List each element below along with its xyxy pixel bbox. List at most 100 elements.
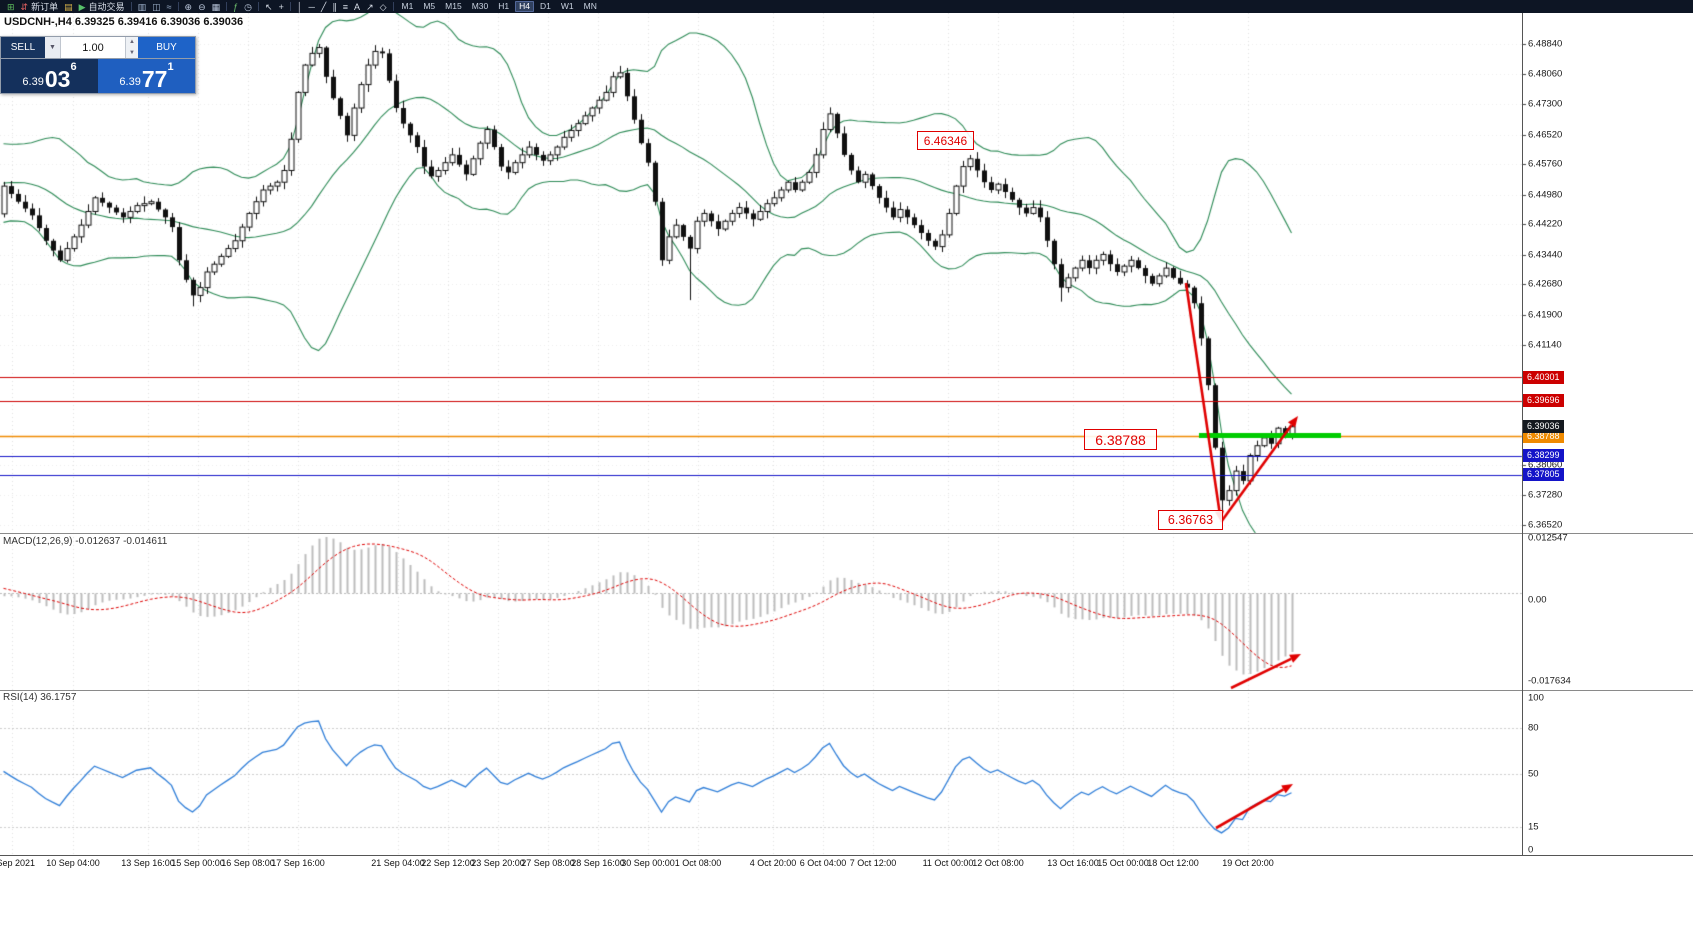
time-axis-label: 1 Oct 08:00	[674, 858, 722, 868]
macd-pane-separator[interactable]	[0, 533, 1693, 534]
price-tick-label: 6.47300	[1528, 98, 1563, 110]
line-chart-icon[interactable]: ≈	[164, 1, 175, 13]
timeframe-m30[interactable]: M30	[471, 1, 489, 11]
zoom-in-icon: ⊕	[184, 1, 193, 12]
arrows-icon[interactable]: ↗	[363, 1, 377, 13]
time-axis-label: 16 Sep 08:00	[221, 858, 275, 868]
timeframe-m5[interactable]: M5	[423, 1, 436, 11]
rsi-axis-label: 15	[1528, 821, 1539, 833]
price-tag: 6.37805	[1523, 468, 1564, 482]
time-axis-label: 17 Sep 16:00	[271, 858, 325, 868]
new-order-button-label: 新订单	[31, 1, 59, 12]
rsi-pane-label: RSI(14) 36.1757	[3, 692, 77, 703]
current-price-tag: 6.39036	[1523, 420, 1564, 434]
volume-field-wrap	[61, 37, 125, 58]
price-tick-label: 6.42680	[1528, 278, 1563, 290]
timeframe-w1[interactable]: W1	[560, 1, 574, 11]
candle-chart-icon[interactable]: ◫	[149, 1, 164, 13]
indicators-icon[interactable]: ƒ	[230, 1, 241, 13]
vertical-line-icon[interactable]: │	[294, 1, 306, 13]
time-axis-label: 23 Sep 20:00	[471, 858, 525, 868]
autotrading-button-label: 自动交易	[88, 1, 125, 12]
rsi-axis-label: 80	[1528, 722, 1539, 734]
tile-windows-icon: ▦	[211, 1, 221, 12]
sell-price[interactable]: 6.39 03 6	[1, 59, 98, 93]
autotrading-button[interactable]: ▶ 自动交易	[76, 1, 128, 13]
cursor-icon[interactable]: ↖	[262, 1, 276, 13]
zoom-out-icon[interactable]: ⊖	[195, 1, 209, 13]
time-axis-label: 15 Sep 00:00	[171, 858, 225, 868]
text-icon[interactable]: A	[351, 1, 363, 13]
price-tag: 6.38299	[1523, 449, 1564, 463]
text-icon: A	[354, 1, 361, 12]
price-axis-border	[1522, 13, 1523, 855]
trade-prices-row: 6.39 03 6 6.39 77 1	[1, 59, 195, 93]
timeframe-m15[interactable]: M15	[445, 1, 462, 11]
sell-price-point: 6	[70, 61, 77, 73]
one-click-trade-widget: SELL ▼ ▲ ▼ BUY 6.39 03 6 6.39 77 1	[0, 36, 196, 94]
charts-layout-icon: ▤	[64, 1, 73, 12]
time-axis-label: 13 Oct 16:00	[1047, 858, 1099, 868]
channel-icon[interactable]: ∥	[329, 1, 340, 13]
sell-price-pips: 03	[44, 66, 71, 92]
charts-layout-icon[interactable]: ▤	[61, 1, 76, 13]
trendline-icon[interactable]: ╱	[318, 1, 329, 13]
timeframe-m1[interactable]: M1	[401, 1, 414, 11]
price-tick-label: 6.41900	[1528, 309, 1563, 321]
rsi-axis-label: 100	[1528, 692, 1544, 704]
sell-button[interactable]: SELL	[1, 37, 45, 58]
volume-input[interactable]	[61, 37, 125, 58]
fibonacci-icon[interactable]: ≡	[340, 1, 351, 13]
time-axis-label: 30 Sep 00:00	[621, 858, 675, 868]
price-tick-label: 6.36520	[1528, 519, 1563, 531]
toolbar-separator	[226, 2, 228, 11]
zoom-in-icon[interactable]: ⊕	[182, 1, 196, 13]
sell-price-base: 6.39	[22, 76, 44, 88]
vertical-line-icon: │	[296, 1, 303, 12]
price-tag: 6.39696	[1523, 394, 1564, 408]
macd-axis-label: 0.00	[1528, 594, 1547, 606]
price-tick-label: 6.46520	[1528, 129, 1563, 141]
shapes-icon[interactable]: ◇	[377, 1, 390, 13]
time-axis-label: 10 Sep 04:00	[46, 858, 100, 868]
bar-chart-icon: ▥	[137, 1, 147, 12]
crosshair-icon[interactable]: +	[276, 1, 287, 13]
chart-ohlc-title: USDCNH-,H4 6.39325 6.39416 6.39036 6.390…	[4, 16, 244, 28]
annotation-price-label[interactable]: 6.36763	[1158, 510, 1223, 530]
price-tag: 6.40301	[1523, 370, 1564, 384]
timeframe-mn[interactable]: MN	[583, 1, 597, 11]
macd-pane-label: MACD(12,26,9) -0.012637 -0.014611	[3, 536, 168, 547]
annotation-price-label[interactable]: 6.46346	[917, 131, 974, 150]
price-tick-label: 6.44220	[1528, 218, 1563, 230]
volume-down-icon[interactable]: ▼	[129, 49, 135, 56]
annotation-price-label[interactable]: 6.38788	[1084, 429, 1157, 450]
buy-price-pips: 77	[141, 66, 168, 92]
volume-dropdown-icon[interactable]: ▼	[45, 37, 61, 58]
timeframe-h1[interactable]: H1	[498, 1, 510, 11]
autotrading-button: ▶	[78, 1, 86, 12]
horizontal-line-icon[interactable]: ─	[305, 1, 317, 13]
buy-price-point: 1	[167, 61, 174, 73]
toolbar-separator	[392, 2, 394, 11]
timeframe-clock-icon: ◷	[244, 1, 253, 12]
zoom-out-icon: ⊖	[198, 1, 206, 12]
new-order-button[interactable]: ⇵ 新订单	[18, 1, 62, 13]
timeframe-clock-icon[interactable]: ◷	[241, 1, 255, 13]
time-axis-label: 8 Sep 2021	[0, 858, 36, 868]
buy-price[interactable]: 6.39 77 1	[98, 59, 195, 93]
rsi-pane-separator[interactable]	[0, 690, 1693, 691]
macd-axis-label: -0.017634	[1528, 675, 1571, 687]
tile-windows-icon[interactable]: ▦	[209, 1, 224, 13]
bar-chart-icon[interactable]: ▥	[135, 1, 150, 13]
timeframe-d1[interactable]: D1	[540, 1, 551, 11]
shapes-icon: ◇	[379, 1, 387, 12]
price-tick-label: 6.43440	[1528, 249, 1563, 261]
crosshair-icon: +	[278, 1, 284, 12]
buy-button[interactable]: BUY	[138, 37, 195, 58]
volume-up-icon[interactable]: ▲	[129, 39, 135, 46]
new-chart-icon[interactable]: ⊞	[4, 1, 18, 13]
time-axis-label: 13 Sep 16:00	[121, 858, 175, 868]
timeframe-h4[interactable]: H4	[515, 1, 534, 12]
